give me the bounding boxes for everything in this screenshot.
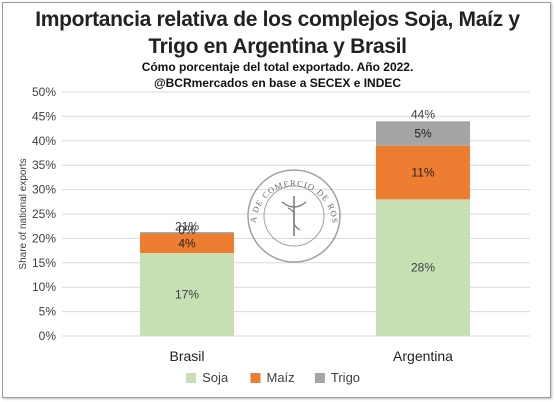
bar-maíz-argentina	[376, 145, 470, 200]
y-tick-label: 25%	[32, 207, 56, 221]
y-axis-label: Share of national exports	[18, 158, 29, 269]
watermark-seal-outer	[247, 169, 341, 263]
y-tick-label: 40%	[32, 134, 56, 148]
bar-trigo-brasil	[140, 232, 234, 234]
y-tick-label: 15%	[32, 256, 56, 270]
legend-swatch-soja	[186, 373, 197, 383]
y-tick-label: 10%	[32, 280, 56, 294]
watermark-emblem-wings	[281, 201, 307, 208]
y-tick-label: 20%	[32, 231, 56, 245]
legend-label-soja: Soja	[202, 370, 229, 385]
y-tick-label: 5%	[39, 305, 57, 319]
bar-soja-brasil	[140, 253, 234, 336]
data-label-maíz: 11%	[411, 166, 434, 180]
x-category-label: Brasil	[169, 348, 204, 364]
y-tick-label: 35%	[32, 158, 56, 172]
bar-trigo-argentina	[376, 121, 470, 146]
data-label-soja: 17%	[175, 288, 199, 302]
bar-soja-argentina	[376, 199, 470, 336]
y-tick-label: 45%	[32, 109, 56, 123]
data-label-trigo: 0%	[178, 223, 196, 237]
bar-maíz-brasil	[140, 233, 234, 254]
legend-swatch-trigo	[314, 373, 325, 383]
y-tick-label: 50%	[32, 85, 56, 99]
chart-title-line-2: Trigo en Argentina y Brasil	[148, 35, 407, 58]
chart-title-line-1: Importancia relativa de los complejos So…	[35, 8, 520, 31]
y-tick-label: 0%	[39, 329, 57, 343]
x-category-label: Argentina	[393, 348, 453, 364]
watermark-emblem-snake	[287, 207, 301, 231]
data-label-trigo: 5%	[414, 126, 432, 140]
data-label-total: 21%	[175, 220, 199, 234]
legend-swatch-maíz	[250, 373, 261, 383]
data-label-maíz: 4%	[178, 236, 196, 250]
legend-label-maíz: Maíz	[267, 370, 295, 385]
watermark-seal-inner	[263, 185, 325, 247]
data-label-soja: 28%	[411, 261, 435, 275]
legend-label-trigo: Trigo	[331, 370, 360, 385]
y-tick-label: 30%	[32, 183, 56, 197]
data-label-total: 44%	[411, 107, 435, 121]
chart-subtitle-line-2: @BCRmercados en base a SECEX e INDEC	[153, 76, 402, 90]
chart-subtitle-line-1: Cómo porcentaje del total exportado. Año…	[141, 60, 414, 74]
